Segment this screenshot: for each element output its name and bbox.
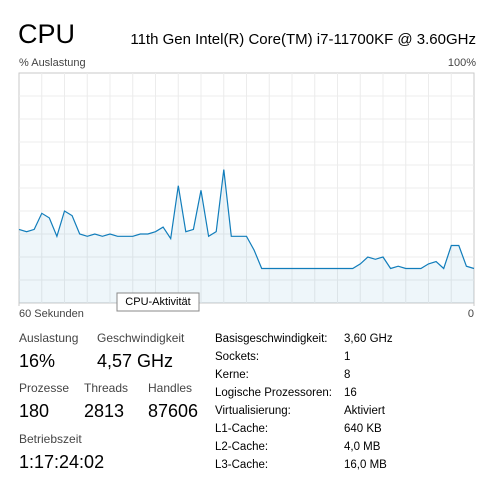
stat-value: 2813 [84, 401, 124, 421]
detail-label: Basisgeschwindigkeit: [215, 333, 328, 345]
stat-value: 4,57 GHz [97, 351, 173, 371]
stat-label: Handles [148, 381, 192, 395]
detail-value: 16,0 MB [344, 459, 387, 471]
stat-label: Betriebszeit [19, 432, 82, 446]
detail-value: 640 KB [344, 423, 382, 435]
detail-label: L1-Cache: [215, 423, 268, 435]
stat-label: Auslastung [19, 331, 78, 345]
y-tick-label: 100% [448, 57, 476, 69]
detail-label: Logische Prozessoren: [215, 387, 332, 399]
detail-label: Kerne: [215, 369, 249, 381]
detail-value: 4,0 MB [344, 441, 381, 453]
line [18, 169, 475, 270]
detail-value: 1 [344, 351, 350, 363]
stat-value: 87606 [148, 401, 198, 421]
stat-value: 1:17:24:02 [19, 452, 104, 472]
stat-label: Threads [84, 381, 128, 395]
x-tick-label: 0 [468, 308, 474, 320]
detail-label: L3-Cache: [215, 459, 268, 471]
detail-label: L2-Cache: [215, 441, 268, 453]
detail-value: 16 [344, 387, 357, 399]
stat-value: 180 [19, 401, 49, 421]
detail-label: Virtualisierung: [215, 405, 291, 417]
y-axis-label: % Auslastung [19, 57, 86, 69]
detail-label: Sockets: [215, 351, 259, 363]
processor-name: 11th Gen Intel(R) Core(TM) i7-11700KF @ … [130, 31, 476, 48]
detail-value: Aktiviert [344, 405, 386, 417]
detail-value: 8 [344, 369, 350, 381]
title: CPU [18, 19, 75, 49]
stat-value: 16% [19, 351, 55, 371]
tooltip: CPU-Aktivität [116, 292, 200, 312]
x-tick-label: 60 Sekunden [19, 308, 84, 320]
stat-label: Geschwindigkeit [97, 331, 185, 345]
stat-label: Prozesse [19, 381, 69, 395]
tooltip-box [116, 292, 200, 312]
detail-value: 3,60 GHz [344, 333, 393, 345]
tooltip-text: CPU-Aktivität [125, 296, 190, 308]
